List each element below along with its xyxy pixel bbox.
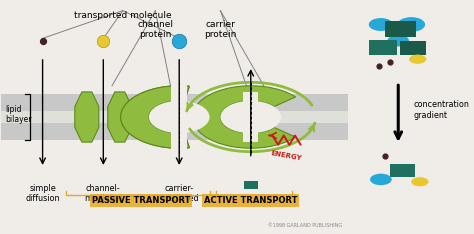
Text: channel-
mediated: channel- mediated: [84, 184, 123, 203]
Text: lipid
bilayer: lipid bilayer: [6, 105, 32, 124]
Circle shape: [387, 35, 409, 47]
Circle shape: [397, 17, 425, 32]
Text: ENERGY: ENERGY: [271, 150, 302, 162]
Text: simple
diffusion: simple diffusion: [25, 184, 60, 203]
Point: [386, 60, 393, 63]
Wedge shape: [192, 86, 296, 148]
Text: PASSIVE TRANSPORT: PASSIVE TRANSPORT: [92, 196, 191, 205]
Bar: [1, 123, 348, 140]
Text: ACTIVE TRANSPORT: ACTIVE TRANSPORT: [204, 196, 298, 205]
Circle shape: [411, 177, 428, 186]
Text: carrier
protein: carrier protein: [204, 20, 237, 39]
Bar: [1, 111, 348, 123]
Text: ©1998 GARLAND PUBLISHING: ©1998 GARLAND PUBLISHING: [268, 223, 342, 228]
Bar: [401, 41, 427, 55]
Bar: [369, 40, 397, 55]
Point: [39, 39, 46, 43]
Circle shape: [220, 101, 281, 133]
Polygon shape: [108, 92, 132, 142]
Point: [175, 39, 183, 43]
Point: [375, 64, 383, 68]
Bar: [385, 21, 416, 37]
Bar: [157, 108, 201, 126]
Bar: [1, 94, 348, 111]
Bar: [391, 164, 415, 177]
Point: [382, 154, 389, 158]
Point: [100, 39, 107, 43]
Polygon shape: [75, 92, 99, 142]
Text: carrier-
mediated: carrier- mediated: [160, 184, 199, 203]
Text: channel
protein: channel protein: [137, 20, 173, 39]
Circle shape: [409, 55, 427, 64]
Text: concentration
gradient: concentration gradient: [413, 100, 469, 120]
Circle shape: [369, 18, 393, 31]
Wedge shape: [121, 86, 190, 148]
Circle shape: [149, 101, 210, 133]
Circle shape: [370, 174, 392, 185]
Wedge shape: [121, 86, 190, 148]
Bar: [171, 85, 187, 149]
Bar: [244, 181, 258, 189]
Bar: [243, 91, 258, 143]
Bar: [229, 111, 273, 123]
Text: transported molecule: transported molecule: [74, 11, 172, 20]
